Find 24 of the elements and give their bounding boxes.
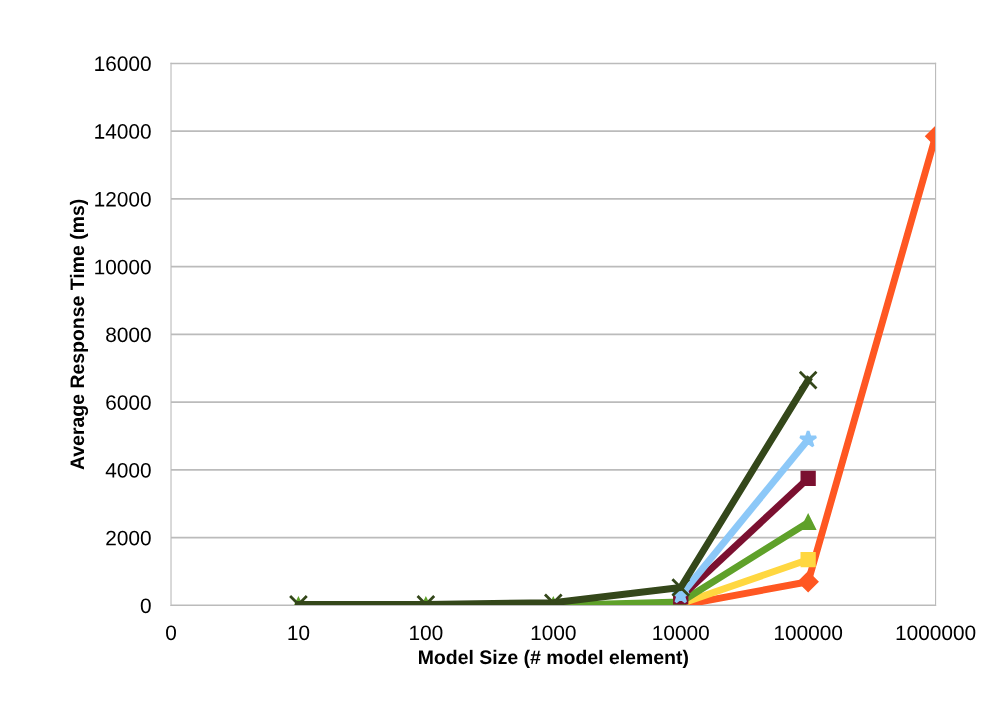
y-tick-label: 10000 bbox=[95, 259, 151, 275]
x-tick-label: 1000 bbox=[531, 625, 576, 641]
point bbox=[800, 470, 816, 487]
x-tick-label: 10 bbox=[288, 625, 310, 641]
point bbox=[798, 429, 818, 448]
y-tick-label: 0 bbox=[140, 598, 151, 614]
y-tick-label: 8000 bbox=[106, 327, 151, 343]
x-tick-label: 0 bbox=[166, 625, 176, 641]
y-tick-label: 14000 bbox=[95, 124, 151, 139]
y-tick-label: 4000 bbox=[105, 462, 151, 478]
x-tick-label: 100 bbox=[410, 625, 443, 641]
x-tick-label: 10000 bbox=[653, 625, 709, 641]
x-tick-label: 100000 bbox=[774, 625, 843, 641]
y-tick-label: 16000 bbox=[95, 56, 151, 72]
x-tick-label: 1000000 bbox=[896, 625, 976, 641]
point bbox=[798, 370, 818, 390]
y-tick-label: 6000 bbox=[106, 395, 151, 410]
point bbox=[800, 514, 816, 531]
x-axis-title: Model Size (# model element) bbox=[419, 649, 688, 668]
y-tick-label: 2000 bbox=[106, 530, 151, 546]
y-tick-label: 12000 bbox=[95, 191, 151, 207]
point bbox=[800, 552, 816, 568]
point bbox=[671, 577, 691, 598]
y-axis-title: Average Response Time (ms) bbox=[69, 199, 89, 470]
